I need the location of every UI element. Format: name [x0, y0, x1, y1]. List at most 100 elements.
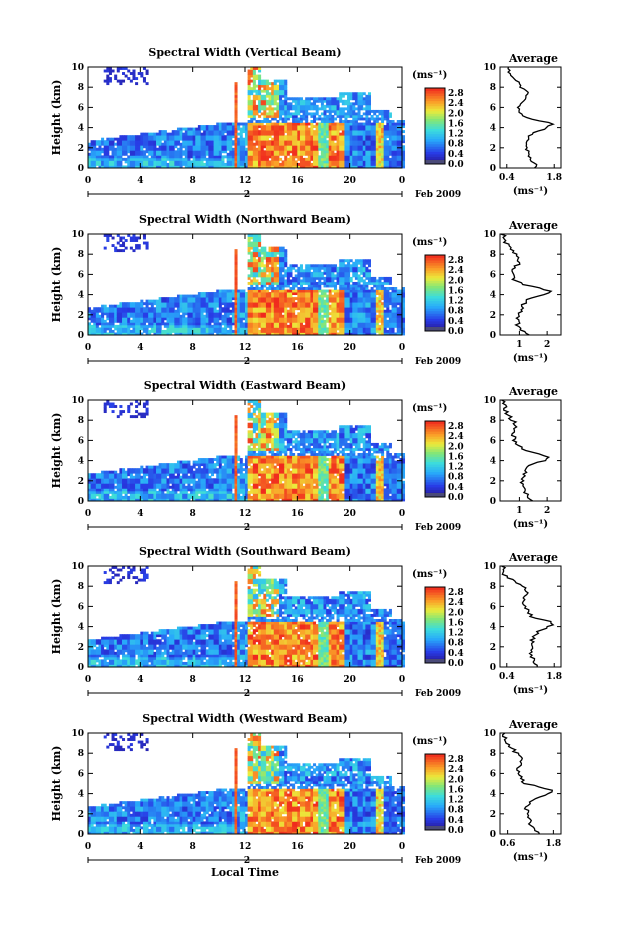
heatmap-cell: [352, 137, 356, 141]
heatmap-cell: [190, 312, 194, 316]
heatmap-cell: [176, 165, 180, 169]
heatmap-cell: [281, 324, 285, 328]
heatmap-cell: [179, 299, 183, 303]
heatmap-cell: [205, 332, 209, 336]
heatmap-cell: [323, 289, 327, 293]
heatmap-cell: [190, 307, 194, 311]
heatmap-cell: [360, 117, 364, 121]
heatmap-cell: [226, 294, 230, 298]
heatmap-cell: [365, 94, 369, 98]
heatmap-cell: [373, 292, 377, 295]
heatmap-cell: [341, 165, 345, 169]
heatmap-cell: [268, 276, 272, 280]
heatmap-cell: [116, 312, 120, 316]
heatmap-cell: [286, 104, 290, 108]
heatmap-cell: [213, 314, 217, 318]
heatmap-cell: [396, 132, 400, 136]
heatmap-cell: [318, 130, 322, 134]
heatmap-cell: [315, 162, 319, 166]
heatmap-cell: [265, 299, 269, 303]
heatmap-cell: [276, 314, 280, 318]
heatmap-cell: [237, 307, 241, 311]
heatmap-cell: [268, 135, 272, 139]
heatmap-cell: [129, 246, 133, 250]
heatmap-cell: [258, 297, 262, 301]
heatmap-cell: [299, 130, 303, 134]
heatmap-cell: [174, 157, 178, 161]
heatmap-cell: [263, 107, 267, 111]
heatmap-cell: [145, 327, 149, 331]
heatmap-cell: [250, 104, 254, 108]
heatmap-cell: [148, 324, 152, 328]
heatmap-cell: [388, 112, 392, 116]
heatmap-cell: [111, 244, 115, 248]
heatmap-cell: [302, 122, 306, 126]
heatmap-cell: [205, 142, 209, 146]
heatmap-cell: [166, 297, 170, 301]
heatmap-cell: [268, 266, 272, 270]
heatmap-cell: [260, 150, 264, 154]
heatmap-cell: [161, 157, 165, 161]
heatmap-cell: [187, 160, 191, 164]
colorbar-segment: [425, 103, 445, 107]
x-tick-label: 4: [137, 176, 143, 186]
heatmap-cell: [260, 160, 264, 164]
heatmap-cell: [252, 241, 256, 245]
heatmap-cell: [299, 299, 303, 303]
heatmap-cell: [103, 147, 107, 151]
heatmap-cell: [349, 319, 353, 323]
heatmap-cell: [108, 145, 112, 149]
heatmap-cell: [229, 299, 233, 303]
heatmap-cell: [184, 322, 188, 326]
heatmap-cell: [116, 147, 120, 151]
heatmap-cell: [132, 239, 136, 242]
heatmap-cell: [158, 324, 162, 328]
heatmap-cell: [294, 117, 298, 121]
heatmap-cell: [268, 324, 272, 328]
heatmap-cell: [93, 150, 97, 154]
heatmap-cell: [339, 117, 343, 121]
heatmap-cell: [122, 137, 126, 141]
heatmap-cell: [137, 160, 141, 164]
heatmap-cell: [250, 107, 254, 111]
heatmap-cell: [176, 155, 180, 159]
heatmap-cell: [216, 299, 220, 303]
heatmap-cell: [375, 165, 379, 169]
heatmap-cell: [247, 314, 251, 318]
heatmap-cell: [216, 155, 220, 159]
heatmap-cell: [148, 135, 152, 139]
heatmap-cell: [216, 162, 220, 166]
heatmap-cell: [286, 130, 290, 134]
heatmap-cell: [247, 94, 251, 98]
heatmap-cell: [305, 314, 309, 318]
heatmap-cell: [226, 157, 230, 161]
heatmap-cell: [226, 145, 230, 149]
heatmap-cell: [231, 152, 235, 156]
heatmap-cell: [179, 155, 183, 159]
heatmap-cell: [271, 162, 275, 166]
heatmap-cell: [273, 269, 277, 273]
heatmap-cell: [234, 284, 238, 288]
heatmap-cell: [255, 150, 259, 154]
heatmap-cell: [161, 309, 165, 313]
heatmap-cell: [352, 266, 356, 270]
heatmap-cell: [297, 107, 301, 111]
heatmap-cell: [216, 145, 220, 149]
heatmap-cell: [205, 294, 209, 298]
heatmap-cell: [247, 89, 251, 93]
heatmap-cell: [347, 150, 351, 154]
heatmap-cell: [354, 284, 358, 288]
heatmap-cell: [176, 304, 180, 308]
heatmap-cell: [190, 329, 194, 333]
heatmap-cell: [218, 302, 222, 306]
heatmap-cell: [284, 157, 288, 161]
heatmap-cell: [367, 289, 371, 293]
heatmap-cell: [344, 127, 348, 131]
heatmap-cell: [399, 160, 403, 164]
heatmap-cell: [381, 130, 385, 134]
heatmap-cell: [88, 160, 92, 164]
heatmap-cell: [210, 155, 214, 159]
heatmap-cell: [258, 259, 262, 263]
heatmap-cell: [341, 307, 345, 311]
heatmap-cell: [271, 256, 275, 260]
